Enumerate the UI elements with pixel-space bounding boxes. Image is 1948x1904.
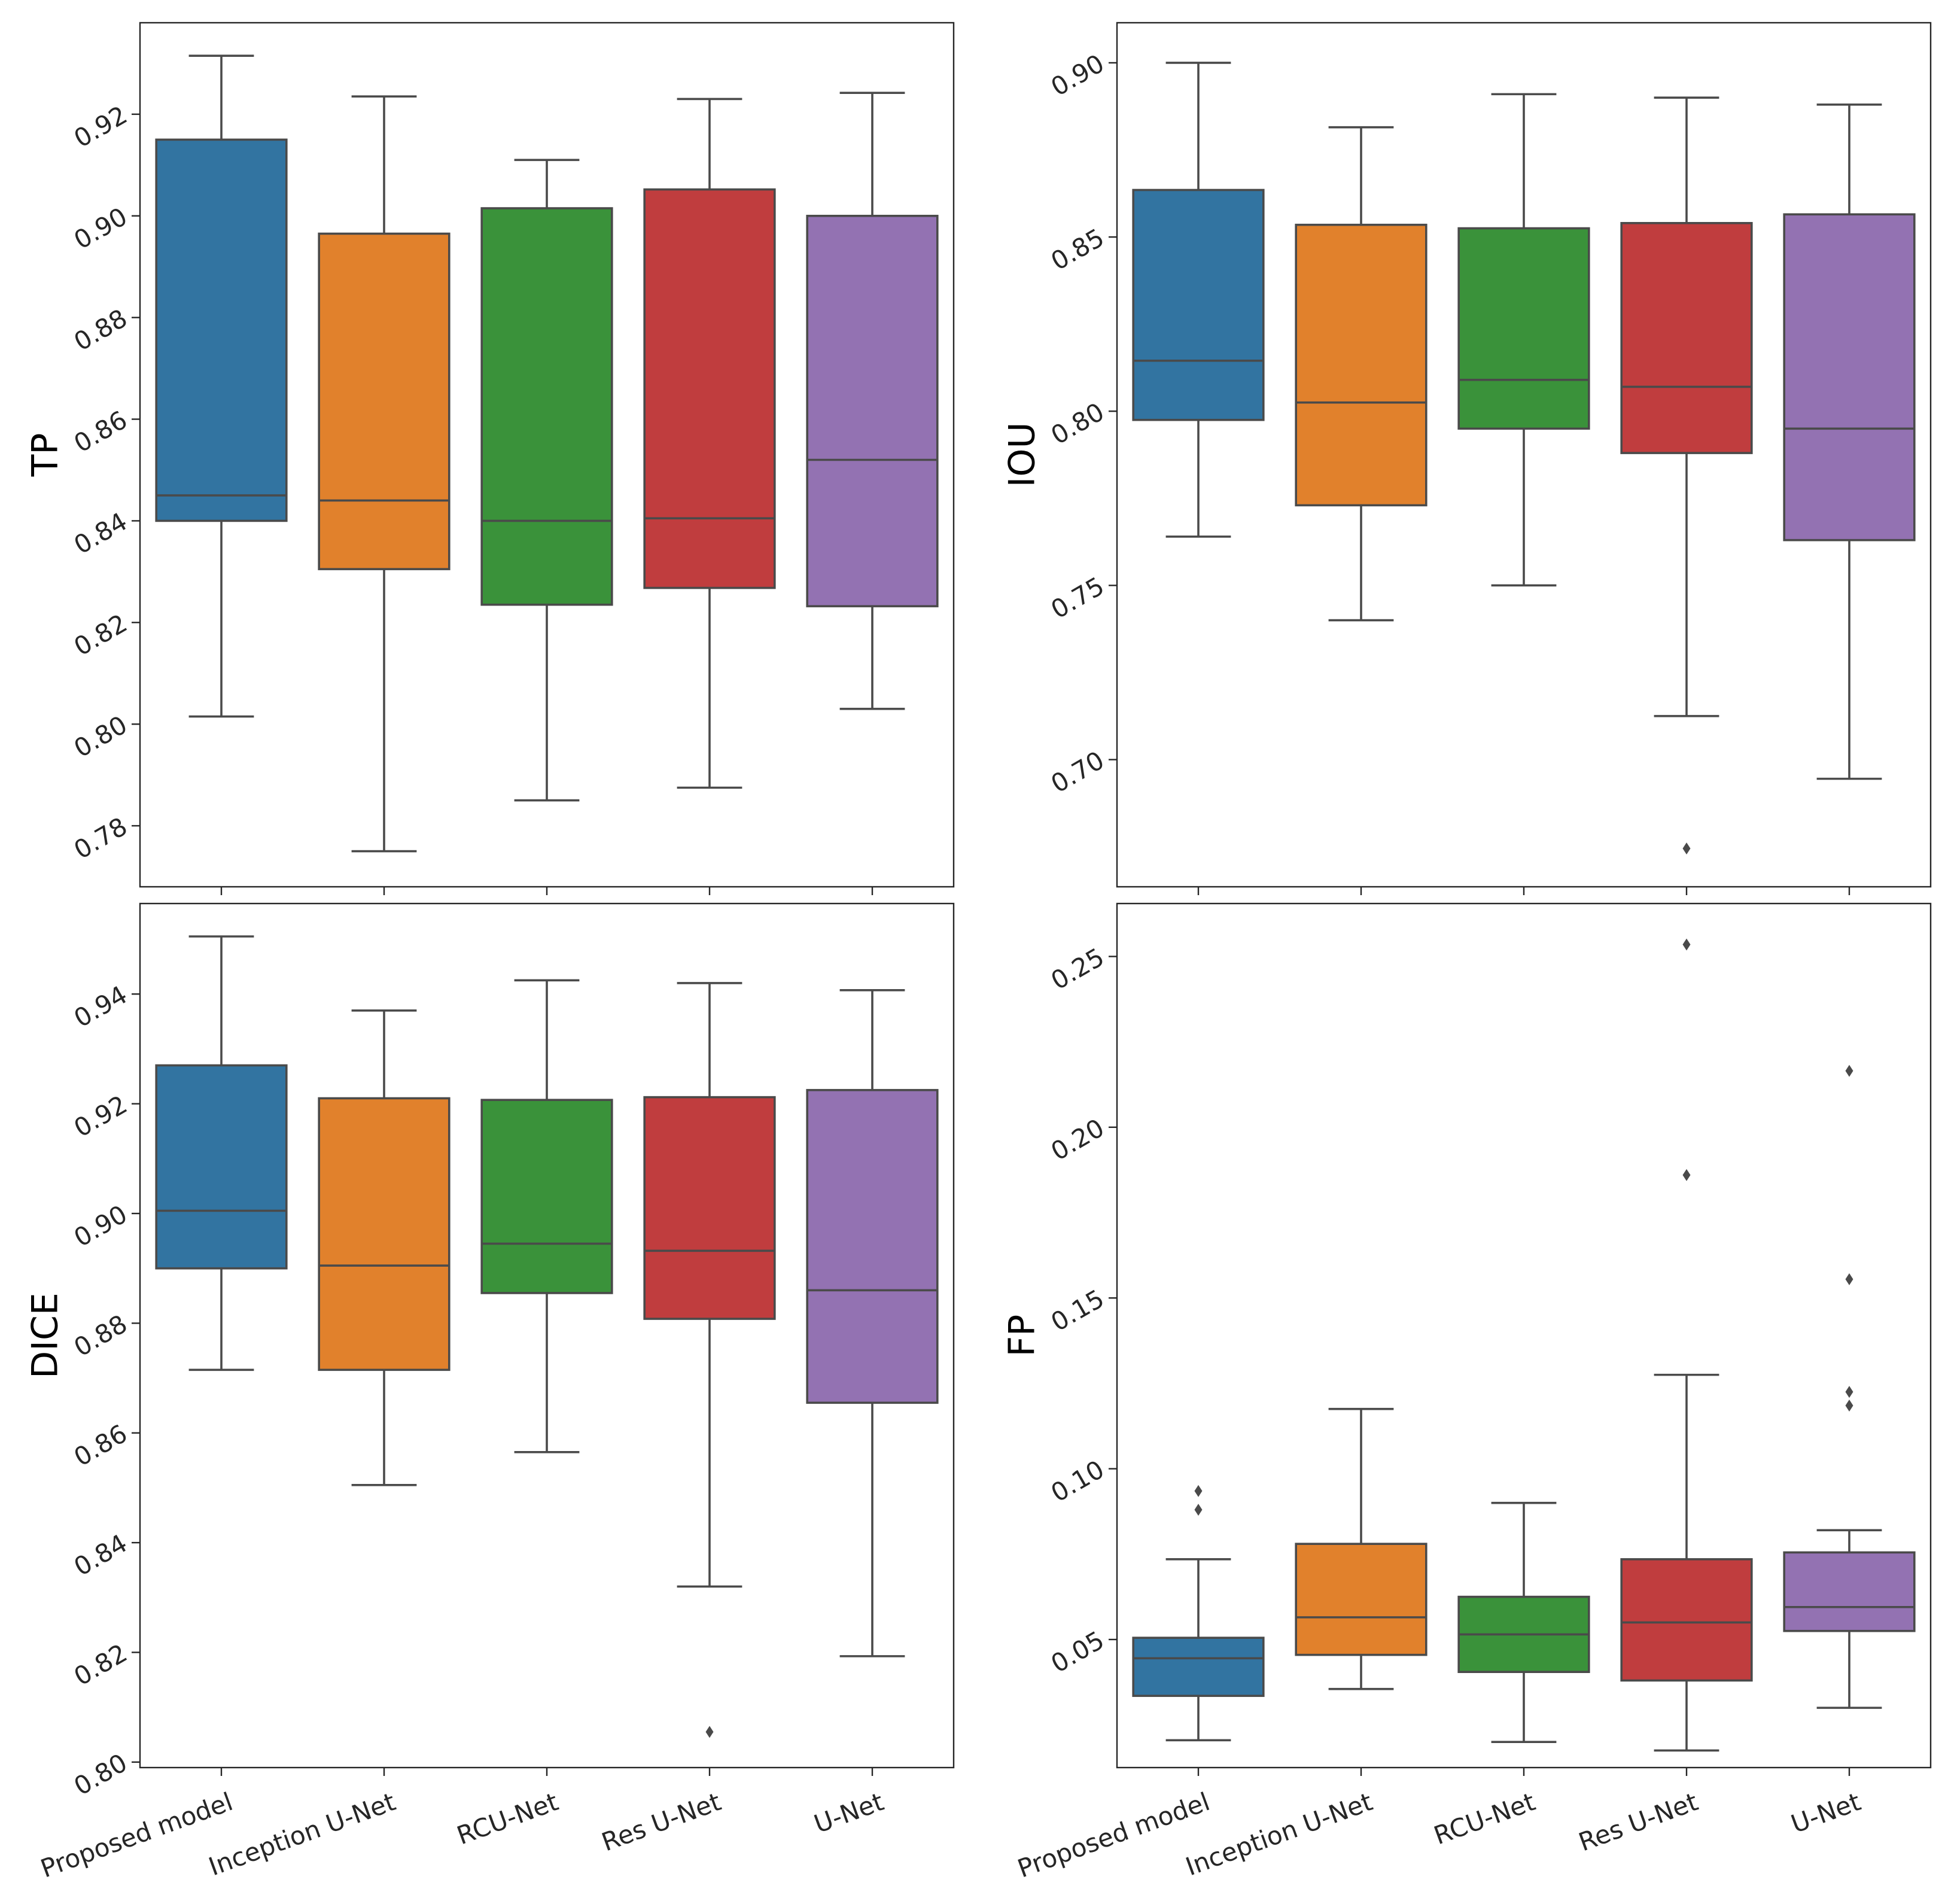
fp-ytick-label: 0.20 xyxy=(1046,1113,1109,1166)
fp-ytick-label: 0.25 xyxy=(1046,942,1109,996)
dice-ytick-label: 0.82 xyxy=(69,1638,132,1692)
dice-ytick-label: 0.88 xyxy=(69,1309,132,1362)
fp-ytick-label: 0.15 xyxy=(1046,1283,1109,1337)
dice-y-axis-label: DICE xyxy=(25,1292,66,1379)
tp-ytick-label: 0.92 xyxy=(69,100,132,153)
iou-box-u-net xyxy=(1783,104,1916,895)
iou-ytick-label: 0.85 xyxy=(1046,223,1109,276)
iqr-box xyxy=(480,1099,613,1294)
dice-box-proposed-model: Proposed model xyxy=(36,935,288,1884)
outlier-point xyxy=(705,1726,714,1738)
fp-xtick-label: RCU-Net xyxy=(1430,1787,1539,1850)
iqr-box xyxy=(1620,1558,1753,1682)
iou-y-axis-label: IOU xyxy=(1002,422,1043,488)
dice-box-res-u-net: Res U-Net xyxy=(598,982,776,1857)
dice-xtick-label: RCU-Net xyxy=(453,1787,562,1850)
tp-y-axis-label: TP xyxy=(25,433,66,477)
dice-panel: 0.80 0.82 0.84 0.86 0.88 0.90 0.92 0.94 DICE Prop… xyxy=(25,902,955,1884)
outlier-point xyxy=(1194,1504,1203,1516)
outlier-point xyxy=(1845,1400,1853,1412)
tp-panel: 0.78 0.80 0.82 0.84 0.86 0.88 0.90 0.92 TP xyxy=(25,22,955,895)
tp-ytick-label: 0.88 xyxy=(69,303,132,357)
iqr-box xyxy=(643,1096,776,1320)
iqr-box xyxy=(1457,227,1590,430)
tp-box-u-net xyxy=(806,92,939,895)
dice-ytick-label: 0.92 xyxy=(69,1090,132,1143)
tp-box-rcu-net xyxy=(480,159,613,895)
dice-ytick-label: 0.90 xyxy=(69,1199,132,1252)
outlier-point xyxy=(1682,1169,1691,1181)
iqr-box xyxy=(318,232,451,570)
iqr-box xyxy=(1295,1543,1427,1656)
iqr-box xyxy=(155,138,288,522)
dice-box-rcu-net: RCU-Net xyxy=(453,979,613,1850)
tp-ytick-label: 0.80 xyxy=(69,710,132,763)
outlier-point xyxy=(1194,1485,1203,1497)
tp-ytick-label: 0.86 xyxy=(69,405,132,458)
iqr-box xyxy=(318,1097,451,1371)
dice-box-u-net: U-Net xyxy=(806,989,939,1839)
iqr-box xyxy=(1620,221,1753,454)
tp-box-proposed-model xyxy=(155,54,288,895)
outlier-point xyxy=(1682,842,1691,854)
iqr-box xyxy=(155,1064,288,1270)
iqr-box xyxy=(806,1088,939,1404)
fp-ytick-label: 0.10 xyxy=(1046,1455,1109,1508)
iou-ytick-label: 0.75 xyxy=(1046,571,1109,625)
iqr-box xyxy=(1132,188,1265,421)
iqr-box xyxy=(806,214,939,607)
dice-ytick-label: 0.94 xyxy=(69,980,132,1033)
iou-ytick-label: 0.80 xyxy=(1046,397,1109,450)
iou-box-proposed-model xyxy=(1132,62,1265,895)
tp-ytick-label: 0.90 xyxy=(69,202,132,255)
fp-box-u-net: U-Net xyxy=(1783,1064,1916,1839)
iqr-box xyxy=(1295,223,1427,507)
iqr-box xyxy=(1783,213,1916,542)
outlier-point xyxy=(1845,1386,1853,1398)
fp-xtick-label: Inception U-Net xyxy=(1182,1787,1376,1881)
fp-box-rcu-net: RCU-Net xyxy=(1430,1501,1590,1850)
dice-xtick-label: Proposed model xyxy=(36,1787,236,1883)
dice-ytick-label: 0.80 xyxy=(69,1748,132,1801)
fp-box-proposed-model: Proposed model xyxy=(1013,1485,1265,1884)
tp-box-res-u-net xyxy=(643,98,776,895)
tp-ytick-label: 0.82 xyxy=(69,608,132,661)
outlier-point xyxy=(1845,1064,1853,1077)
iou-ytick-label: 0.70 xyxy=(1046,746,1109,799)
dice-xtick-label: Res U-Net xyxy=(598,1787,725,1857)
iqr-box xyxy=(1132,1637,1265,1697)
iqr-box xyxy=(480,207,613,606)
iou-box-inception-u-net xyxy=(1295,126,1427,895)
fp-box-res-u-net: Res U-Net xyxy=(1575,938,1753,1857)
iqr-box xyxy=(1783,1551,1916,1632)
dice-ytick-label: 0.84 xyxy=(69,1528,132,1581)
iou-ytick-label: 0.90 xyxy=(1046,48,1109,102)
fp-ytick-label: 0.05 xyxy=(1046,1625,1109,1678)
iou-box-res-u-net xyxy=(1620,96,1753,895)
fp-xtick-label: Proposed model xyxy=(1013,1787,1213,1883)
iqr-box xyxy=(643,188,776,589)
dice-xtick-label: Inception U-Net xyxy=(205,1787,399,1881)
fp-panel: 0.05 0.10 0.15 0.20 0.25 FP Proposed modelInce… xyxy=(1002,902,1932,1884)
dice-ytick-label: 0.86 xyxy=(69,1419,132,1472)
outlier-point xyxy=(1845,1273,1853,1285)
fp-xtick-label: U-Net xyxy=(1787,1787,1864,1839)
tp-ytick-label: 0.78 xyxy=(69,811,132,865)
tp-ytick-label: 0.84 xyxy=(69,507,132,560)
outlier-point xyxy=(1682,938,1691,951)
fp-y-axis-label: FP xyxy=(1002,1315,1043,1357)
iou-box-rcu-net xyxy=(1457,93,1590,895)
tp-box-inception-u-net xyxy=(318,95,451,895)
fp-xtick-label: Res U-Net xyxy=(1575,1787,1702,1857)
iou-panel: 0.70 0.75 0.80 0.85 0.90 IOU xyxy=(1002,22,1932,895)
dice-xtick-label: U-Net xyxy=(810,1787,887,1839)
